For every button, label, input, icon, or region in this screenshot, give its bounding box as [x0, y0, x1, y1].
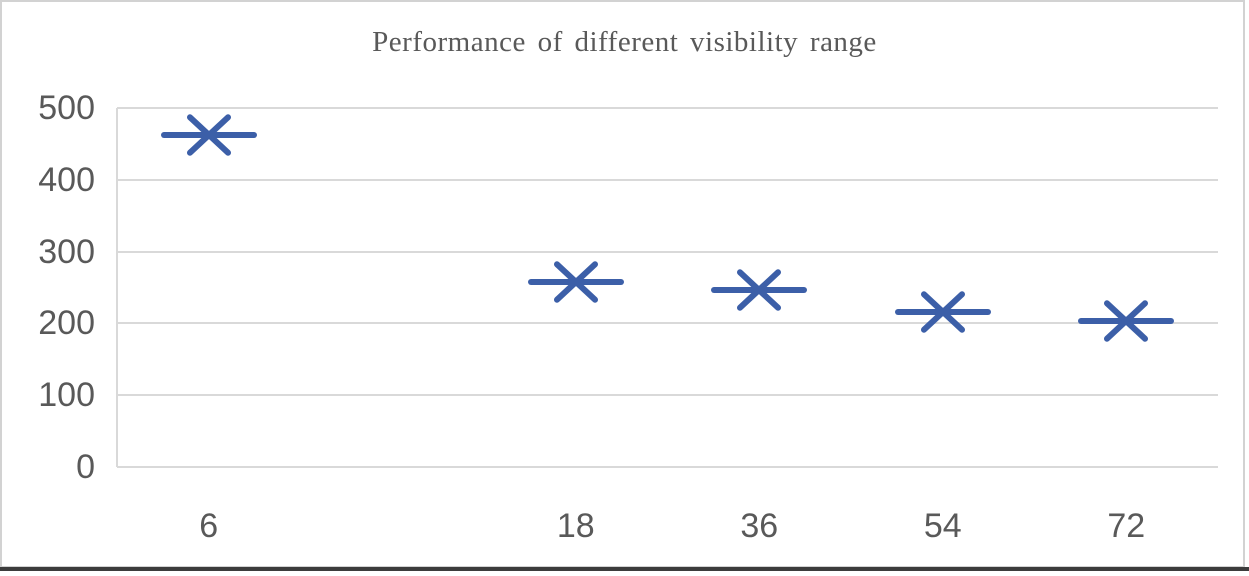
y-axis-line [116, 108, 118, 467]
y-tick-label: 400 [38, 160, 95, 199]
x-tick-label: 54 [923, 507, 962, 545]
x-tick-label: 72 [1107, 507, 1146, 545]
plot-area [117, 108, 1218, 467]
y-tick-label: 500 [38, 89, 95, 127]
x-tick-label: 6 [199, 507, 219, 545]
gridline [117, 107, 1218, 109]
y-tick-label: 100 [38, 376, 95, 415]
gridline [117, 250, 1218, 253]
y-tick-label: 200 [38, 304, 95, 343]
gridline [117, 466, 1218, 468]
bottom-rule [0, 567, 1249, 571]
y-tick-label: 300 [38, 232, 95, 271]
x-tick-label: 36 [740, 507, 779, 545]
y-tick-label: 0 [76, 448, 95, 486]
x-tick-label: 18 [556, 507, 595, 545]
gridline [117, 322, 1218, 325]
gridline [117, 394, 1218, 397]
chart-title: Performance of different visibility rang… [372, 26, 877, 58]
gridline [117, 178, 1218, 181]
